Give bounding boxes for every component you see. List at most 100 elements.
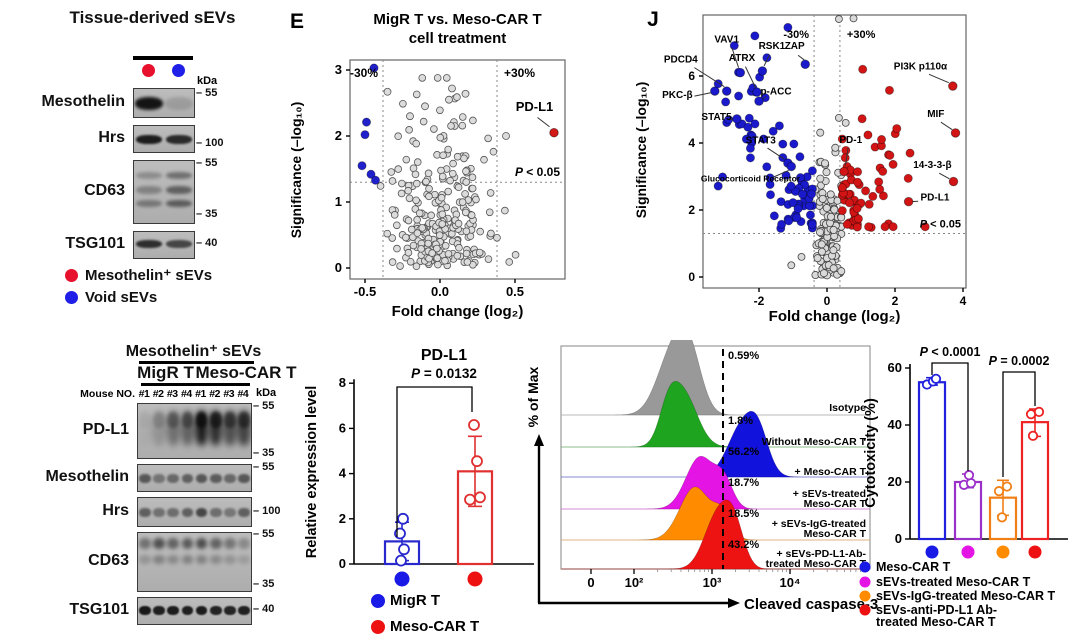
point-label-STAT3: STAT3	[746, 136, 777, 147]
data-point	[406, 112, 414, 121]
data-point	[807, 189, 817, 199]
data-point	[438, 172, 447, 181]
data-point	[393, 244, 401, 253]
cleaved-caspase3-histogram-panel: 0.59% Isotype 1.8% Without Meso-CAR T 56.2% +…	[525, 325, 880, 643]
protein-band	[195, 537, 208, 549]
protein-band	[167, 474, 180, 484]
data-point	[412, 139, 421, 148]
kda-marker: – 35	[196, 207, 218, 220]
threshold-label-left: -30%	[783, 29, 809, 41]
point-label-PD-1: PD-1	[839, 135, 862, 146]
protein-band	[181, 605, 194, 615]
data-point	[874, 177, 884, 187]
data-point	[357, 161, 367, 171]
y-tick: 3	[335, 62, 342, 77]
data-point	[885, 150, 895, 160]
kda-marker: – 55	[196, 87, 218, 100]
blot-title: Mesothelin⁺ sEVs	[125, 343, 262, 360]
data-point	[461, 208, 470, 217]
x-tick: 0.5	[506, 284, 524, 299]
blot-title: Tissue-derived sEVs	[69, 8, 236, 27]
data-point	[511, 251, 520, 259]
data-point	[765, 173, 775, 183]
data-point	[393, 221, 401, 230]
flow-histogram-svg: 0.59% Isotype 1.8% Without Meso-CAR T56.2% +…	[525, 325, 878, 613]
x-tick: 10⁴	[780, 575, 801, 590]
data-point	[816, 228, 825, 237]
data-point	[455, 243, 463, 252]
data-point	[485, 208, 494, 217]
data-point	[449, 159, 457, 168]
replicate-point	[996, 512, 1008, 523]
point-label-PI3K p110α: PI3K p110α	[894, 61, 948, 72]
data-point	[830, 205, 839, 214]
replicate-point	[474, 491, 486, 504]
series-label: Meso-CAR T	[804, 498, 867, 510]
lane-id: #3	[223, 388, 235, 400]
point-label-14-3-3-β: 14-3-3-β	[913, 160, 951, 171]
protein-band	[195, 412, 208, 429]
protein-band	[136, 199, 162, 207]
histogram-curve	[562, 380, 869, 448]
data-point	[718, 172, 728, 182]
data-point	[741, 134, 751, 144]
data-point	[404, 186, 412, 195]
x-tick: 4	[960, 294, 967, 308]
protein-band	[167, 412, 180, 429]
x-tick: 2	[892, 294, 899, 308]
y-tick: 60	[888, 360, 902, 375]
data-point	[436, 106, 444, 115]
data-point	[438, 220, 446, 228]
data-point	[472, 195, 480, 204]
blot-row-TSG101: TSG101 – 40	[10, 231, 285, 259]
data-point	[371, 175, 381, 185]
protein-band	[167, 507, 180, 517]
data-point	[439, 151, 447, 160]
lane-id: #3	[166, 388, 178, 400]
data-point	[819, 269, 828, 278]
data-point	[837, 183, 847, 193]
protein-band	[238, 507, 250, 517]
data-point	[453, 152, 462, 161]
panel-letter: J	[647, 8, 659, 31]
y-tick: 40	[888, 417, 902, 432]
data-point	[442, 74, 451, 82]
data-point	[744, 113, 754, 123]
data-point	[734, 91, 744, 101]
threshold-label-right: +30%	[504, 66, 535, 80]
blot-row-Mesothelin: Mesothelin – 55	[4, 461, 304, 492]
protein-band	[164, 96, 194, 110]
data-point	[469, 116, 477, 125]
data-point	[878, 166, 888, 176]
kda-marker: – 35	[253, 578, 275, 591]
data-point	[434, 260, 442, 269]
series-label: Isotype	[829, 402, 866, 414]
chart-title: cell treatment	[409, 30, 507, 47]
legend-dot	[859, 590, 871, 602]
pvalue-label: P < 0.05	[920, 218, 961, 230]
data-point	[852, 222, 862, 232]
protein-band	[139, 412, 151, 429]
data-point	[920, 222, 930, 232]
data-point	[462, 249, 471, 258]
blot-row-label: Mesothelin	[45, 468, 129, 485]
protein-band	[223, 507, 236, 517]
volcano-svg: -2 0 2 4 0 2 4 6 VAV1 RSK1 ZAP PDCD4 ATRX p-ACC PKC-β S…	[633, 8, 967, 325]
data-point	[402, 233, 410, 242]
data-point	[468, 173, 477, 182]
protein-band	[238, 412, 250, 429]
y-tick: 1	[335, 194, 342, 209]
data-point	[766, 190, 776, 200]
protein-band	[153, 507, 166, 517]
point-label-STAT5: STAT5	[701, 112, 732, 123]
y-tick: 0	[335, 260, 342, 275]
point-label-VAV1: VAV1	[714, 35, 739, 46]
point-label-PKC-β: PKC-β	[662, 90, 693, 101]
data-point	[412, 90, 421, 99]
data-point	[807, 219, 817, 229]
y-axis-label: % of Max	[528, 366, 541, 427]
data-point	[849, 14, 858, 23]
data-point	[797, 189, 807, 199]
protein-band	[166, 185, 192, 194]
x-tick: 0.0	[431, 284, 449, 299]
